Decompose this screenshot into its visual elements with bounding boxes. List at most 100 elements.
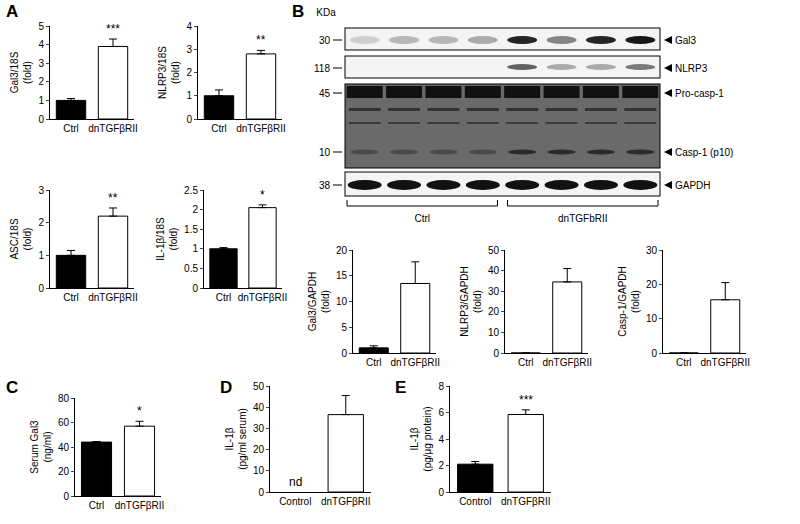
svg-text:20: 20 <box>58 466 70 477</box>
svg-text:Gal3/GAPDH(fold): Gal3/GAPDH(fold) <box>307 272 331 331</box>
svg-text:8: 8 <box>438 381 444 392</box>
svg-text:Casp-1/GAPDH(fold): Casp-1/GAPDH(fold) <box>617 266 641 337</box>
svg-text:Ctrl: Ctrl <box>366 357 382 368</box>
svg-text:Ctrl: Ctrl <box>63 123 79 134</box>
svg-text:10: 10 <box>319 147 331 158</box>
svg-text:20: 20 <box>336 245 348 256</box>
svg-text:Serum Gal3(ng/ml): Serum Gal3(ng/ml) <box>29 420 53 474</box>
svg-text:40: 40 <box>253 402 265 413</box>
svg-text:3: 3 <box>38 185 44 196</box>
svg-text:Gal3/18S(fold): Gal3/18S(fold) <box>9 51 33 93</box>
svg-text:0: 0 <box>38 283 44 294</box>
svg-text:30: 30 <box>319 35 331 46</box>
svg-text:20: 20 <box>646 279 658 290</box>
svg-text:1: 1 <box>186 90 192 101</box>
svg-text:5: 5 <box>341 322 347 333</box>
svg-text:dnTGFβRII: dnTGFβRII <box>88 123 138 134</box>
svg-text:Gal3: Gal3 <box>675 35 697 46</box>
svg-text:GAPDH: GAPDH <box>675 180 711 191</box>
svg-text:***: *** <box>519 393 533 407</box>
svg-text:KDa: KDa <box>316 7 336 18</box>
svg-text:IL-1β(pg/μg protein): IL-1β(pg/μg protein) <box>409 406 433 471</box>
svg-text:45: 45 <box>319 88 331 99</box>
svg-text:2.5: 2.5 <box>184 185 198 196</box>
svg-text:2: 2 <box>438 460 444 471</box>
svg-text:1: 1 <box>192 243 198 254</box>
svg-text:0.5: 0.5 <box>184 263 198 274</box>
svg-text:0: 0 <box>651 348 657 359</box>
svg-text:40: 40 <box>58 442 70 453</box>
svg-text:15: 15 <box>336 270 348 281</box>
svg-text:dnTGFβRII: dnTGFβRII <box>115 500 165 511</box>
svg-text:Ctrl: Ctrl <box>216 292 232 303</box>
svg-text:40: 40 <box>488 265 500 276</box>
svg-text:0: 0 <box>438 487 444 498</box>
svg-text:1: 1 <box>38 250 44 261</box>
svg-text:0: 0 <box>258 487 264 498</box>
svg-text:38: 38 <box>319 180 331 191</box>
svg-text:30: 30 <box>253 423 265 434</box>
svg-text:118: 118 <box>314 63 330 74</box>
svg-text:dnTGFβRII: dnTGFβRII <box>236 123 286 134</box>
svg-text:80: 80 <box>58 393 70 404</box>
svg-text:Ctrl: Ctrl <box>414 213 430 224</box>
svg-text:0: 0 <box>38 114 44 125</box>
svg-text:10: 10 <box>253 465 265 476</box>
svg-text:dnTGFβRII: dnTGFβRII <box>88 292 138 303</box>
svg-text:Ctrl: Ctrl <box>63 292 79 303</box>
svg-text:4: 4 <box>38 39 44 50</box>
svg-text:2: 2 <box>192 204 198 215</box>
svg-text:Control: Control <box>279 496 311 507</box>
svg-text:Ctrl: Ctrl <box>211 123 227 134</box>
svg-text:dnTGFβRII: dnTGFβRII <box>390 357 440 368</box>
svg-text:dnTGFβRII: dnTGFβRII <box>700 357 750 368</box>
svg-text:60: 60 <box>58 417 70 428</box>
svg-text:NLRP3/GAPDH(fold): NLRP3/GAPDH(fold) <box>459 266 483 337</box>
svg-text:2: 2 <box>38 217 44 228</box>
svg-text:30: 30 <box>488 286 500 297</box>
svg-text:1: 1 <box>38 95 44 106</box>
svg-text:2: 2 <box>186 67 192 78</box>
svg-text:2: 2 <box>38 76 44 87</box>
svg-text:0: 0 <box>341 348 347 359</box>
svg-text:5: 5 <box>38 21 44 32</box>
svg-text:*: * <box>137 404 142 418</box>
svg-text:50: 50 <box>253 381 265 392</box>
svg-text:***: *** <box>106 22 120 36</box>
svg-text:20: 20 <box>488 306 500 317</box>
svg-text:Control: Control <box>459 496 491 507</box>
svg-text:3: 3 <box>186 44 192 55</box>
svg-text:0: 0 <box>192 283 198 294</box>
svg-text:nd: nd <box>289 475 302 489</box>
svg-text:dnTGFβRII: dnTGFβRII <box>321 496 371 507</box>
svg-text:10: 10 <box>336 296 348 307</box>
svg-text:IL-1β(pg/ml serum): IL-1β(pg/ml serum) <box>224 408 248 470</box>
svg-text:Casp-1 (p10): Casp-1 (p10) <box>675 147 733 158</box>
svg-text:dnTGFβRII: dnTGFβRII <box>238 292 288 303</box>
svg-text:dnTGFbRII: dnTGFbRII <box>558 213 607 224</box>
svg-text:10: 10 <box>646 313 658 324</box>
svg-text:Ctrl: Ctrl <box>518 357 534 368</box>
svg-text:6: 6 <box>438 407 444 418</box>
svg-text:0: 0 <box>63 491 69 502</box>
svg-text:dnTGFβRII: dnTGFβRII <box>501 496 551 507</box>
svg-text:1.5: 1.5 <box>184 224 198 235</box>
svg-text:Ctrl: Ctrl <box>676 357 692 368</box>
svg-text:3: 3 <box>38 58 44 69</box>
svg-text:NLRP3: NLRP3 <box>675 63 708 74</box>
svg-text:10: 10 <box>488 327 500 338</box>
svg-text:Ctrl: Ctrl <box>89 500 105 511</box>
svg-text:**: ** <box>256 33 266 47</box>
svg-text:IL-1β/18S(fold): IL-1β/18S(fold) <box>155 217 179 261</box>
svg-text:ASC/18S(fold): ASC/18S(fold) <box>9 218 33 259</box>
svg-text:NLRP3/18S(fold): NLRP3/18S(fold) <box>157 46 181 99</box>
svg-text:4: 4 <box>438 434 444 445</box>
svg-text:20: 20 <box>253 444 265 455</box>
svg-text:dnTGFβRII: dnTGFβRII <box>542 357 592 368</box>
svg-text:4: 4 <box>186 21 192 32</box>
svg-text:30: 30 <box>646 245 658 256</box>
svg-text:Pro-casp-1: Pro-casp-1 <box>675 88 724 99</box>
svg-text:**: ** <box>108 191 118 205</box>
svg-text:0: 0 <box>493 348 499 359</box>
svg-text:50: 50 <box>488 245 500 256</box>
